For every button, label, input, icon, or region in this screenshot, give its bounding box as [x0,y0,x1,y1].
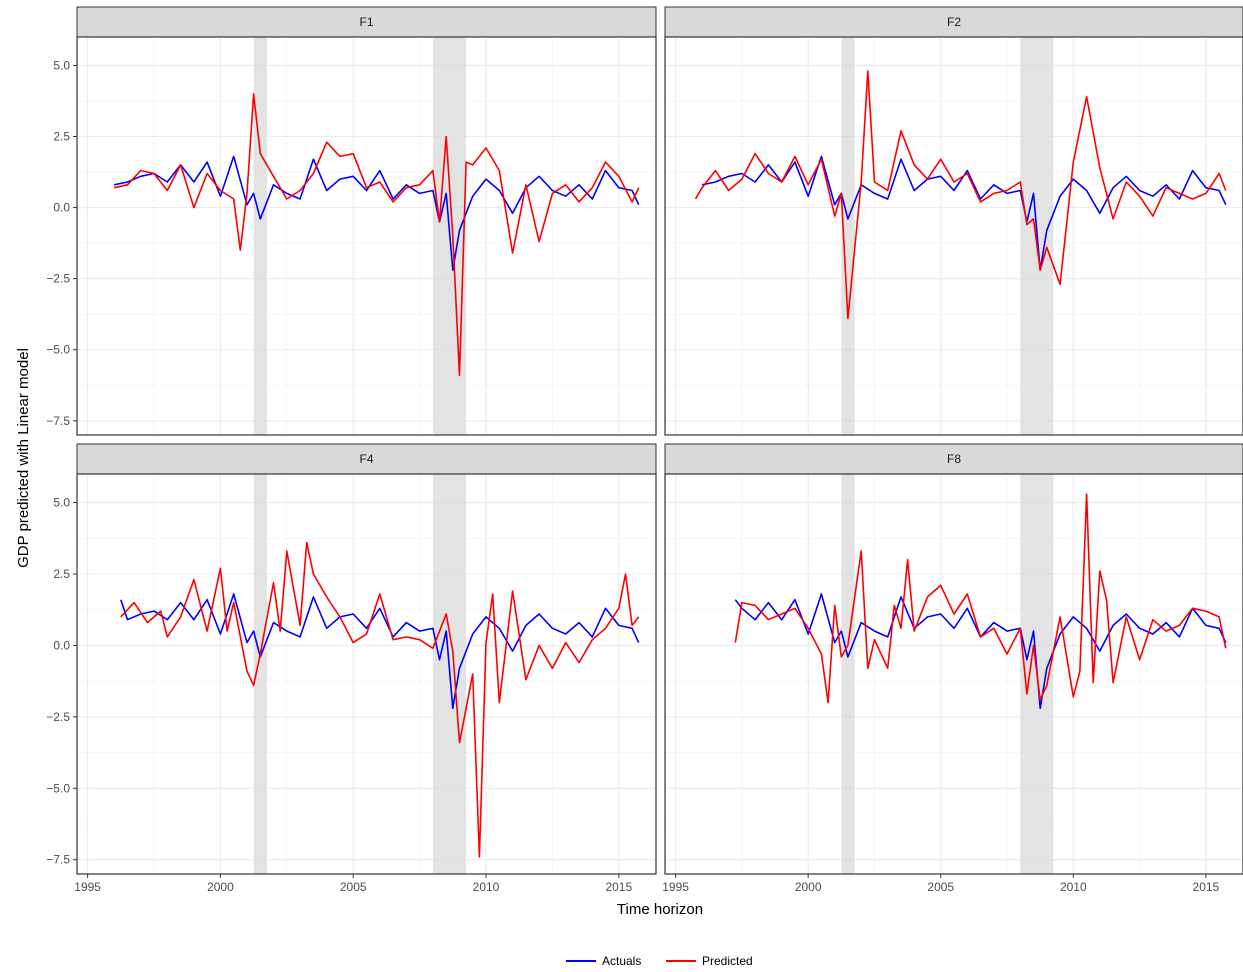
series-line-predicted [120,541,640,858]
facet-strip-label: F1 [359,15,373,29]
x-tick-label: 2010 [1060,880,1087,894]
panel-f4: F4 −7.5 −5.0 −2.5 0.0 2.5 5.0 1995 2000 2005 2010 2… [46,443,657,894]
series-line-actuals [734,593,1227,710]
x-tick-label: 2000 [795,880,822,894]
y-tick-label: −5.0 [46,781,70,795]
series-group [114,93,640,377]
y-tick-label: 0.0 [53,638,70,652]
panel-f8: F8 1995 2000 2005 2010 2015 [662,443,1243,894]
series-line-actuals [120,593,640,710]
series-line-actuals [114,155,640,271]
panel-border [664,36,1243,436]
x-tick-label: 2005 [340,880,367,894]
y-tick-label: 2.5 [53,130,70,144]
series-line-predicted [114,93,640,377]
x-tick-label: 2015 [605,880,632,894]
series-group [694,70,1227,320]
recession-band [841,474,855,874]
facet-strip-label: F2 [947,15,961,29]
panel-border [76,473,657,875]
x-axis-title: Time horizon [617,901,703,918]
panel-border [76,36,657,436]
panel-border [664,473,1243,875]
y-tick-label: 0.0 [53,201,70,215]
y-tick-label: −7.5 [46,853,70,867]
series-group [120,541,640,858]
y-tick-label: −7.5 [46,414,70,428]
x-tick-label: 1995 [74,880,101,894]
y-tick-label: 5.0 [53,58,70,72]
series-line-predicted [734,493,1227,704]
y-tick-label: −5.0 [46,343,70,357]
x-tick-label: 2015 [1193,880,1220,894]
series-line-actuals [701,155,1227,271]
recession-band [253,37,267,435]
x-tick-label: 2000 [207,880,234,894]
legend: Actuals Predicted [566,954,753,968]
facet-strip [76,6,657,38]
recession-band [253,474,267,874]
series-group [734,493,1227,710]
y-tick-label: −2.5 [46,272,70,286]
x-tick-label: 2010 [473,880,500,894]
panel-f1: F1 −7.5 −5.0 −2.5 0.0 2.5 5.0 [46,6,657,436]
facet-strip-label: F4 [359,452,373,466]
series-line-predicted [694,70,1227,320]
recession-band [841,37,855,435]
y-tick-label: 2.5 [53,567,70,581]
legend-label-actuals: Actuals [602,954,641,968]
y-axis-title: GDP predicted with Linear model [15,348,32,568]
x-tick-label: 1995 [662,880,689,894]
y-tick-label: −2.5 [46,710,70,724]
legend-label-predicted: Predicted [702,954,753,968]
y-tick-label: 5.0 [53,496,70,510]
facet-strip-label: F8 [947,452,961,466]
x-tick-label: 2005 [927,880,954,894]
facet-strip [664,6,1243,38]
panel-f2: F2 [664,6,1243,436]
